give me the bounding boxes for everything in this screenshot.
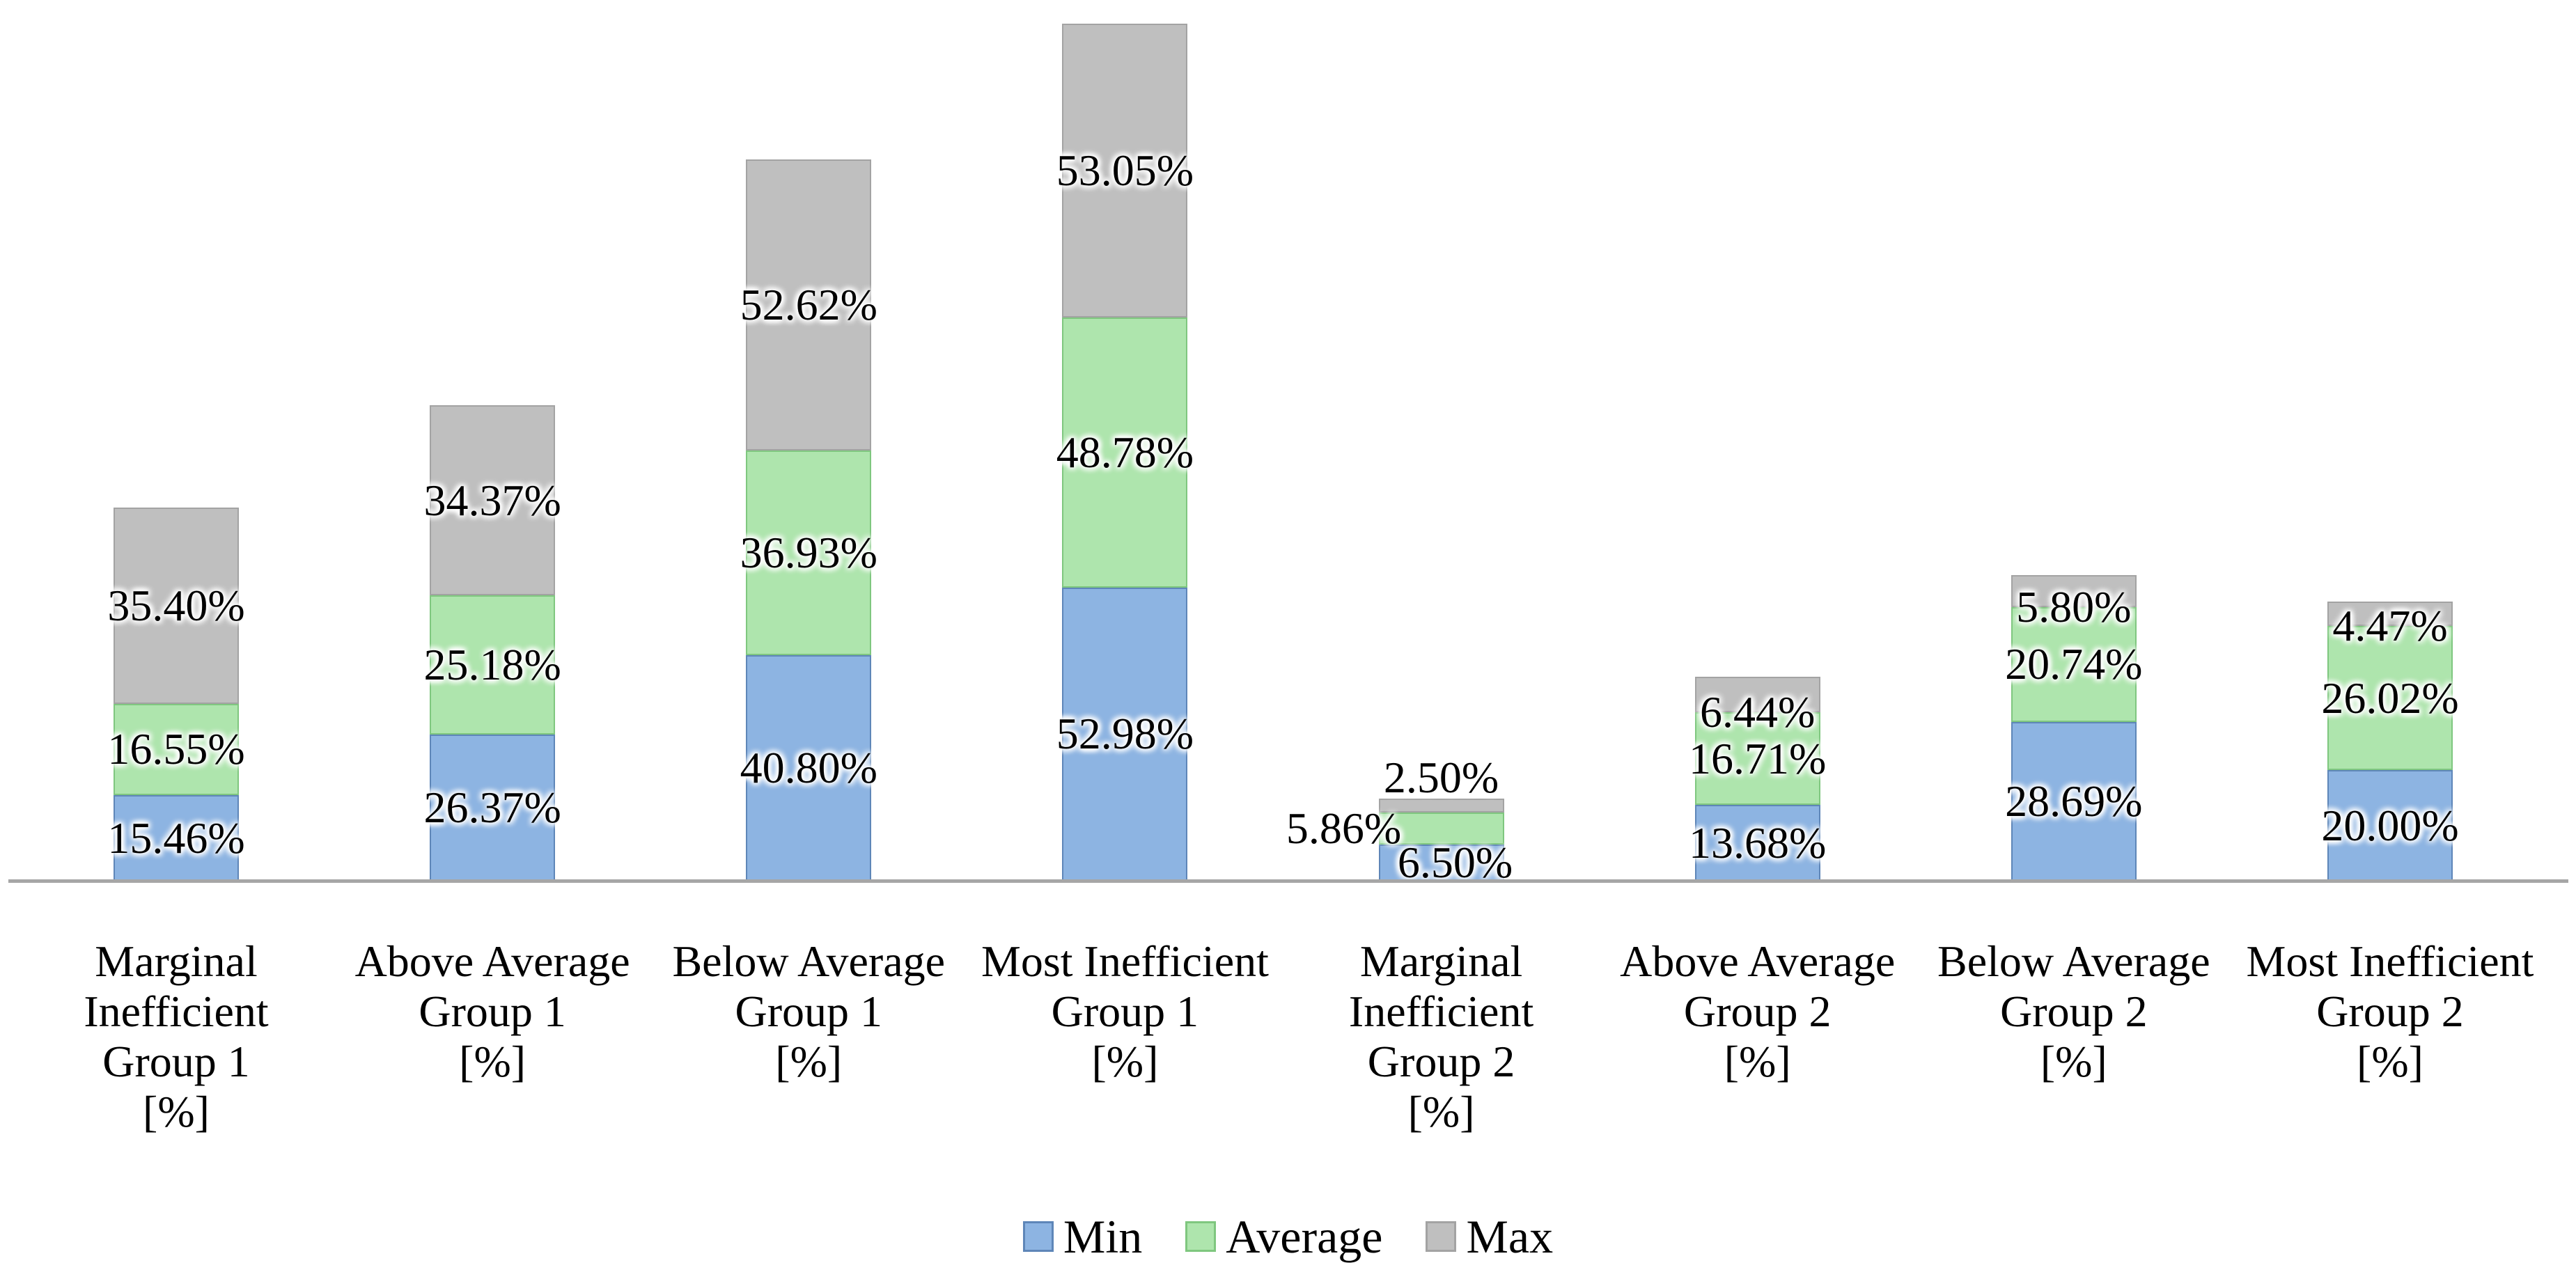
bar-segment-average xyxy=(1378,812,1504,845)
bar-segment-min xyxy=(2011,721,2137,881)
x-axis-category-line: Group 2 xyxy=(2000,987,2148,1036)
value-label-min: 13.68% xyxy=(1689,817,1827,868)
x-axis-category-line: [%] xyxy=(2357,1037,2423,1086)
bar-segment-min xyxy=(114,795,239,881)
bar-segment-max xyxy=(2327,601,2453,627)
x-axis-line xyxy=(8,879,2568,883)
value-label-average: 5.86% xyxy=(1286,803,1402,854)
x-axis-category-line: Group 2 xyxy=(2316,987,2464,1036)
value-label-min: 15.46% xyxy=(107,813,245,863)
x-axis-category-line: Inefficient xyxy=(84,987,269,1036)
x-axis-category-line: Marginal xyxy=(95,936,258,986)
x-axis-category-line: Group 1 xyxy=(419,987,566,1036)
x-axis-category-label: Most Inefficient Group 1 [%] xyxy=(958,936,1292,1087)
x-axis-category-line: Below Average xyxy=(1937,936,2210,986)
value-label-max: 2.50% xyxy=(1383,752,1499,802)
value-label-average: 16.55% xyxy=(107,724,245,774)
legend-swatch-min xyxy=(1022,1221,1054,1252)
legend-label: Max xyxy=(1466,1210,1554,1263)
x-axis-category-label: Marginal Inefficient Group 2 [%] xyxy=(1274,936,1609,1137)
x-axis-category-label: Above Average Group 1 [%] xyxy=(325,936,659,1087)
x-axis-category-line: Group 1 xyxy=(102,1037,250,1086)
bar-segment-max xyxy=(746,159,872,451)
value-label-min: 26.37% xyxy=(423,783,561,833)
value-label-max: 5.80% xyxy=(2016,582,2132,632)
value-label-average: 36.93% xyxy=(740,527,877,577)
x-axis-category-line: Inefficient xyxy=(1348,987,1534,1036)
value-label-average: 20.74% xyxy=(2005,639,2143,689)
legend-item-max: Max xyxy=(1426,1213,1553,1260)
x-axis-category-line: Group 1 xyxy=(735,987,883,1036)
x-axis-category-line: Group 2 xyxy=(1683,987,1832,1036)
x-axis-category-label: Most Inefficient Group 2 [%] xyxy=(2223,936,2557,1087)
x-axis-category-line: Group 2 xyxy=(1367,1037,1515,1086)
value-label-min: 52.98% xyxy=(1056,709,1194,759)
x-axis-category-line: Above Average xyxy=(354,936,630,986)
x-axis-category-line: Below Average xyxy=(672,936,946,986)
bar-segment-max xyxy=(430,405,556,596)
value-label-max: 53.05% xyxy=(1056,146,1194,196)
x-axis-category-line: [%] xyxy=(1724,1037,1791,1086)
bar-segment-max xyxy=(2011,574,2137,608)
x-axis-category-label: Below Average Group 2 [%] xyxy=(1907,936,2241,1087)
legend-item-average: Average xyxy=(1185,1213,1382,1260)
value-label-max: 4.47% xyxy=(2332,601,2448,651)
x-axis-category-line: Group 1 xyxy=(1051,987,1199,1036)
bar-segment-average xyxy=(430,595,556,735)
bar-segment-max xyxy=(1694,677,1820,713)
x-axis-category-line: [%] xyxy=(1091,1037,1159,1086)
x-axis-category-label: Above Average Group 2 [%] xyxy=(1591,936,1925,1087)
bar-segment-average xyxy=(746,450,872,655)
legend: Min Average Max xyxy=(0,1213,2576,1260)
x-axis-category-line: Most Inefficient xyxy=(2246,936,2534,986)
bar-segment-average xyxy=(114,703,239,796)
bar-segment-max xyxy=(114,508,239,704)
value-label-average: 16.71% xyxy=(1689,733,1827,783)
legend-swatch-average xyxy=(1185,1221,1217,1252)
value-label-min: 6.50% xyxy=(1397,838,1513,888)
legend-label: Average xyxy=(1226,1210,1383,1263)
bar-segment-max xyxy=(1062,24,1188,317)
bar-segment-min xyxy=(746,654,872,881)
value-label-max: 34.37% xyxy=(423,475,561,525)
value-label-max: 35.40% xyxy=(107,580,245,630)
legend-swatch-max xyxy=(1426,1221,1457,1252)
x-axis-category-line: [%] xyxy=(1407,1087,1475,1136)
value-label-min: 28.69% xyxy=(2005,776,2143,826)
value-label-max: 52.62% xyxy=(740,279,877,329)
bar-segment-min xyxy=(1062,587,1188,881)
value-label-average: 26.02% xyxy=(2321,673,2459,723)
bar-segment-average xyxy=(2327,626,2453,770)
bar-segment-average xyxy=(1694,712,1820,806)
x-axis-category-line: Above Average xyxy=(1620,936,1896,986)
legend-label: Min xyxy=(1063,1210,1143,1263)
bar-segment-average xyxy=(2011,607,2137,722)
x-axis-category-line: Marginal xyxy=(1359,936,1523,986)
legend-item-min: Min xyxy=(1022,1210,1143,1263)
x-axis-category-line: Most Inefficient xyxy=(981,936,1269,986)
value-label-average: 25.18% xyxy=(423,640,561,690)
bar-segment-average xyxy=(1062,317,1188,588)
x-axis-category-line: [%] xyxy=(143,1087,210,1136)
value-label-max: 6.44% xyxy=(1700,687,1816,737)
bar-segment-min xyxy=(430,735,556,881)
x-axis-category-line: [%] xyxy=(775,1037,843,1086)
x-axis-category-line: [%] xyxy=(459,1037,526,1086)
bar-segment-max xyxy=(1378,798,1504,813)
x-axis-category-line: [%] xyxy=(2040,1037,2107,1086)
x-axis-category-label: Below Average Group 1 [%] xyxy=(641,936,976,1087)
value-label-min: 40.80% xyxy=(740,742,877,792)
value-label-average: 48.78% xyxy=(1056,427,1194,477)
value-label-min: 20.00% xyxy=(2321,800,2459,850)
x-axis-category-label: Marginal Inefficient Group 1 [%] xyxy=(9,936,343,1137)
